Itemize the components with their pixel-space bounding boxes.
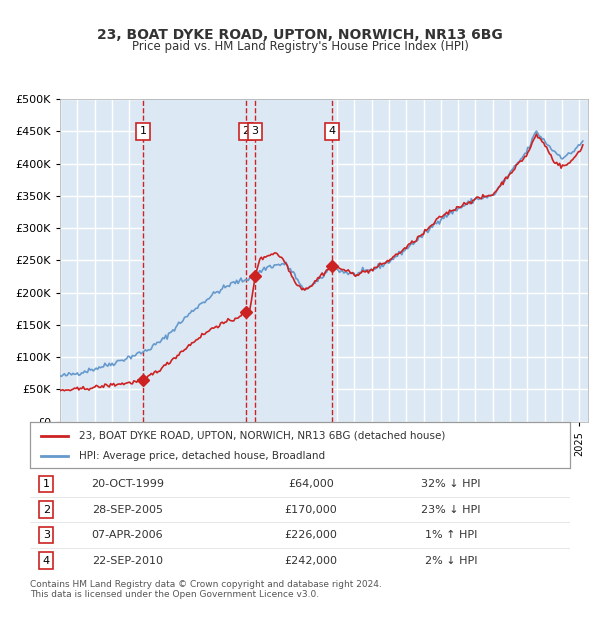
Text: Contains HM Land Registry data © Crown copyright and database right 2024.
This d: Contains HM Land Registry data © Crown c… bbox=[30, 580, 382, 599]
Text: 2% ↓ HPI: 2% ↓ HPI bbox=[425, 556, 478, 565]
Text: Price paid vs. HM Land Registry's House Price Index (HPI): Price paid vs. HM Land Registry's House … bbox=[131, 40, 469, 53]
Text: 2: 2 bbox=[43, 505, 50, 515]
Text: 23% ↓ HPI: 23% ↓ HPI bbox=[421, 505, 481, 515]
Text: £226,000: £226,000 bbox=[284, 530, 337, 540]
Text: 2: 2 bbox=[242, 126, 250, 136]
Text: 22-SEP-2010: 22-SEP-2010 bbox=[92, 556, 163, 565]
Text: HPI: Average price, detached house, Broadland: HPI: Average price, detached house, Broa… bbox=[79, 451, 325, 461]
Text: 32% ↓ HPI: 32% ↓ HPI bbox=[421, 479, 481, 489]
Bar bbox=[143, 99, 332, 422]
Text: 20-OCT-1999: 20-OCT-1999 bbox=[91, 479, 164, 489]
Text: 4: 4 bbox=[329, 126, 336, 136]
Text: 1: 1 bbox=[43, 479, 50, 489]
Text: 07-APR-2006: 07-APR-2006 bbox=[91, 530, 163, 540]
Text: £170,000: £170,000 bbox=[284, 505, 337, 515]
Text: 28-SEP-2005: 28-SEP-2005 bbox=[92, 505, 163, 515]
Text: £64,000: £64,000 bbox=[288, 479, 334, 489]
Text: 3: 3 bbox=[251, 126, 259, 136]
Text: 23, BOAT DYKE ROAD, UPTON, NORWICH, NR13 6BG (detached house): 23, BOAT DYKE ROAD, UPTON, NORWICH, NR13… bbox=[79, 430, 445, 441]
Text: 3: 3 bbox=[43, 530, 50, 540]
Text: 1: 1 bbox=[140, 126, 146, 136]
Text: 23, BOAT DYKE ROAD, UPTON, NORWICH, NR13 6BG: 23, BOAT DYKE ROAD, UPTON, NORWICH, NR13… bbox=[97, 28, 503, 42]
Text: 4: 4 bbox=[43, 556, 50, 565]
Text: 1% ↑ HPI: 1% ↑ HPI bbox=[425, 530, 478, 540]
Text: £242,000: £242,000 bbox=[284, 556, 337, 565]
